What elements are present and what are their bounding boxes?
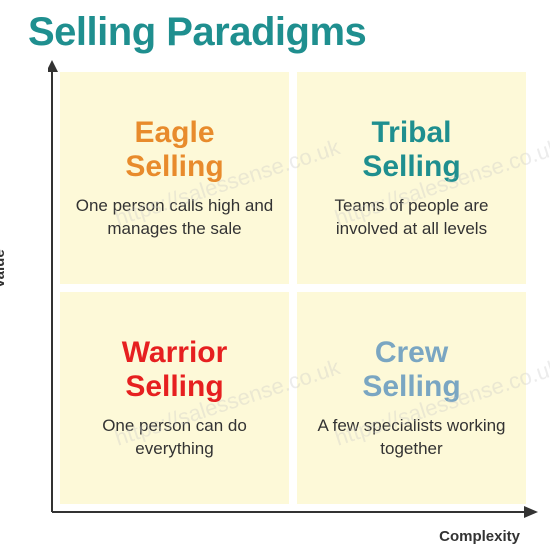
- quadrant-title: Warrior Selling: [122, 336, 228, 405]
- quad-title-line1: Tribal: [371, 116, 451, 149]
- quad-title-line2: Selling: [125, 370, 223, 403]
- quadrant-top-left: Eagle Selling One person calls high and …: [60, 72, 289, 284]
- quadrant-bottom-right: Crew Selling A few specialists working t…: [297, 292, 526, 504]
- quadrant-desc: A few specialists working together: [311, 415, 512, 461]
- quad-title-line2: Selling: [362, 150, 460, 183]
- y-axis-label: Value: [0, 249, 8, 288]
- quad-title-line1: Eagle: [134, 116, 214, 149]
- quad-title-line2: Selling: [125, 150, 223, 183]
- quadrant-title: Eagle Selling: [125, 116, 223, 185]
- quadrant-grid: Eagle Selling One person calls high and …: [60, 72, 526, 504]
- quad-title-line1: Warrior: [122, 336, 228, 369]
- quadrant-desc: Teams of people are involved at all leve…: [311, 195, 512, 241]
- quad-title-line1: Crew: [375, 336, 448, 369]
- x-axis-arrow: [524, 506, 538, 518]
- page-title: Selling Paradigms: [28, 10, 366, 55]
- y-axis-arrow: [48, 60, 58, 72]
- quadrant-desc: One person can do everything: [74, 415, 275, 461]
- quadrant-bottom-left: Warrior Selling One person can do everyt…: [60, 292, 289, 504]
- quadrant-title: Tribal Selling: [362, 116, 460, 185]
- quadrant-top-right: Tribal Selling Teams of people are invol…: [297, 72, 526, 284]
- quad-title-line2: Selling: [362, 370, 460, 403]
- x-axis-label: Complexity: [439, 528, 520, 545]
- quadrant-title: Crew Selling: [362, 336, 460, 405]
- quadrant-desc: One person calls high and manages the sa…: [74, 195, 275, 241]
